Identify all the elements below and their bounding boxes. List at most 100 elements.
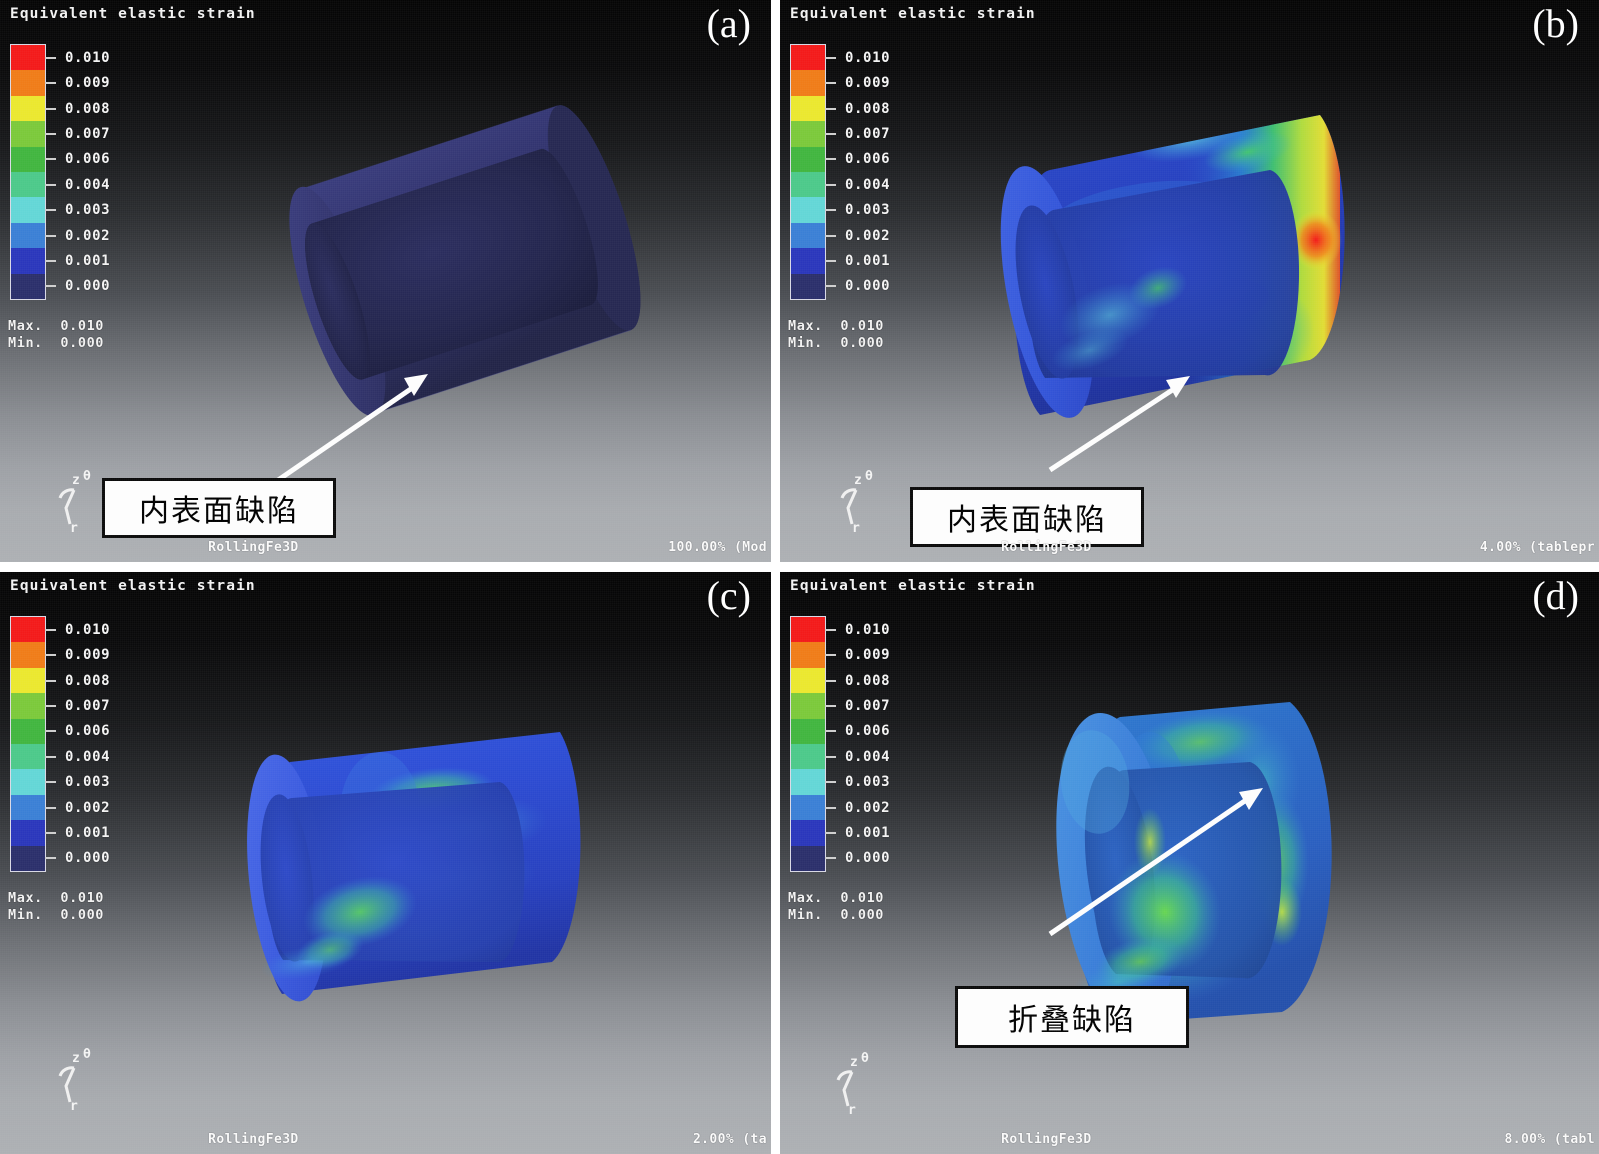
tick-label: 0.003 <box>65 774 111 791</box>
tick-mark <box>825 234 836 237</box>
status-bar-c: RollingFe3D 2.00% (ta <box>0 1128 771 1154</box>
color-swatch <box>11 273 45 299</box>
scale-percent-a: 100.00% (Mod <box>668 540 767 555</box>
color-bar-a <box>10 44 46 300</box>
min-value-b: 0.000 <box>840 335 885 351</box>
model-viewport-a[interactable] <box>0 0 771 562</box>
min-value-c: 0.000 <box>60 907 105 923</box>
color-swatch <box>791 197 825 223</box>
tick-mark <box>45 781 56 784</box>
axis-label-theta: θ <box>83 1047 91 1062</box>
tick-mark <box>45 679 56 682</box>
legend-ticks-b: 0.010 0.009 0.008 0.007 0.006 0.004 0.003 0.002… <box>825 44 1065 300</box>
legend-ticks-c: 0.010 0.009 0.008 0.007 0.006 0.004 0.003 0.002… <box>45 616 285 872</box>
min-label-c: Min. <box>8 907 43 923</box>
tick-mark <box>45 56 56 59</box>
legend-c: 0.010 0.009 0.008 0.007 0.006 0.004 0.003 0.002… <box>10 616 110 872</box>
app-name-a: RollingFe3D <box>208 540 299 555</box>
axis-label-z: z <box>72 1051 80 1066</box>
axis-label-r: r <box>852 521 860 536</box>
tick-label: 0.010 <box>65 621 111 638</box>
tick-mark <box>825 806 836 809</box>
tick-label: 0.010 <box>65 49 111 66</box>
tick-label: 0.006 <box>65 151 111 168</box>
tick-mark <box>825 654 836 657</box>
color-swatch <box>11 820 45 846</box>
tick-mark <box>825 209 836 212</box>
tick-label: 0.004 <box>845 748 891 765</box>
app-name-b: RollingFe3D <box>1001 540 1092 555</box>
tick-mark <box>45 132 56 135</box>
tick-mark <box>825 132 836 135</box>
panel-c: Equivalent elastic strain 0.010 0.009 0.00… <box>0 572 771 1154</box>
status-bar-d: RollingFe3D 8.00% (tabl <box>780 1128 1599 1154</box>
tick-label: 0.003 <box>845 774 891 791</box>
max-value-b: 0.010 <box>840 318 885 334</box>
color-swatch <box>791 617 825 643</box>
max-value-d: 0.010 <box>840 890 885 906</box>
tick-mark <box>825 628 836 631</box>
color-swatch <box>791 667 825 694</box>
color-bar-c <box>10 616 46 872</box>
tick-label: 0.000 <box>845 850 891 867</box>
tick-mark <box>45 806 56 809</box>
color-swatch <box>791 146 825 172</box>
tick-mark <box>45 755 56 758</box>
tick-mark <box>45 654 56 657</box>
tick-label: 0.002 <box>65 799 111 816</box>
tick-mark <box>825 730 836 733</box>
tick-mark <box>825 679 836 682</box>
tick-label: 0.004 <box>65 176 111 193</box>
color-swatch <box>11 642 45 668</box>
tick-mark <box>825 755 836 758</box>
color-swatch <box>791 95 825 122</box>
tick-mark <box>45 730 56 733</box>
tick-label: 0.003 <box>845 202 891 219</box>
legend-d: 0.010 0.009 0.008 0.007 0.006 0.004 0.003 0.002… <box>790 616 890 872</box>
tick-label: 0.008 <box>65 100 111 117</box>
tick-label: 0.001 <box>845 252 891 269</box>
callout-d: 折叠缺陷 <box>955 986 1189 1048</box>
tick-label: 0.000 <box>65 850 111 867</box>
app-name-c: RollingFe3D <box>208 1132 299 1147</box>
tick-mark <box>45 158 56 161</box>
color-swatch <box>11 617 45 643</box>
legend-minmax-b: Max. 0.010 Min. 0.000 <box>788 318 884 352</box>
axis-label-z: z <box>854 473 862 488</box>
tick-label: 0.009 <box>65 647 111 664</box>
model-viewport-c[interactable] <box>0 572 771 1154</box>
model-viewport-b[interactable] <box>780 0 1599 562</box>
tick-label: 0.001 <box>845 824 891 841</box>
tick-label: 0.007 <box>65 125 111 142</box>
tick-mark <box>825 259 836 262</box>
tick-label: 0.004 <box>65 748 111 765</box>
callout-b: 内表面缺陷 <box>910 487 1144 547</box>
model-a <box>289 105 641 416</box>
axis-triad-a: z θ r <box>50 462 112 536</box>
color-swatch <box>11 769 45 795</box>
tick-mark <box>45 628 56 631</box>
color-swatch <box>791 171 825 198</box>
model-c <box>247 732 581 1002</box>
tick-mark <box>825 158 836 161</box>
color-swatch <box>11 718 45 744</box>
tick-label: 0.009 <box>845 647 891 664</box>
max-label-a: Max. <box>8 318 43 334</box>
tick-label: 0.001 <box>65 824 111 841</box>
color-swatch <box>791 845 825 871</box>
tick-label: 0.008 <box>845 100 891 117</box>
color-swatch <box>11 45 45 71</box>
legend-b: 0.010 0.009 0.008 0.007 0.006 0.004 0.003 0.002… <box>790 44 890 300</box>
panel-letter-d: (d) <box>1532 573 1579 618</box>
tick-label: 0.006 <box>65 723 111 740</box>
color-swatch <box>791 222 825 249</box>
tick-mark <box>45 82 56 85</box>
color-swatch <box>11 794 45 821</box>
color-swatch <box>791 273 825 299</box>
max-value-a: 0.010 <box>60 318 105 334</box>
color-swatch <box>791 820 825 846</box>
legend-minmax-d: Max. 0.010 Min. 0.000 <box>788 890 884 924</box>
status-bar-a: RollingFe3D 100.00% (Mod <box>0 536 771 562</box>
scale-percent-d: 8.00% (tabl <box>1504 1132 1595 1147</box>
tick-label: 0.009 <box>845 75 891 92</box>
